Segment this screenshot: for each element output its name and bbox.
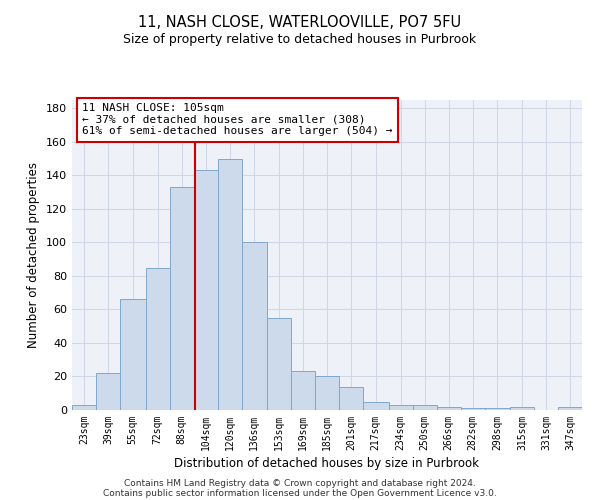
Text: 11 NASH CLOSE: 105sqm
← 37% of detached houses are smaller (308)
61% of semi-det: 11 NASH CLOSE: 105sqm ← 37% of detached … bbox=[82, 103, 392, 136]
Bar bbox=[193, 170, 218, 410]
Text: 11, NASH CLOSE, WATERLOOVILLE, PO7 5FU: 11, NASH CLOSE, WATERLOOVILLE, PO7 5FU bbox=[139, 15, 461, 30]
Bar bbox=[170, 187, 193, 410]
Bar bbox=[241, 242, 267, 410]
Text: Contains HM Land Registry data © Crown copyright and database right 2024.: Contains HM Land Registry data © Crown c… bbox=[124, 478, 476, 488]
X-axis label: Distribution of detached houses by size in Purbrook: Distribution of detached houses by size … bbox=[175, 457, 479, 470]
Bar bbox=[389, 405, 413, 410]
Y-axis label: Number of detached properties: Number of detached properties bbox=[28, 162, 40, 348]
Bar bbox=[72, 405, 96, 410]
Text: Size of property relative to detached houses in Purbrook: Size of property relative to detached ho… bbox=[124, 32, 476, 46]
Bar bbox=[120, 300, 146, 410]
Bar bbox=[339, 386, 363, 410]
Bar bbox=[510, 406, 534, 410]
Bar bbox=[461, 408, 485, 410]
Bar bbox=[315, 376, 339, 410]
Bar bbox=[437, 406, 461, 410]
Bar bbox=[218, 158, 241, 410]
Bar bbox=[363, 402, 389, 410]
Text: Contains public sector information licensed under the Open Government Licence v3: Contains public sector information licen… bbox=[103, 488, 497, 498]
Bar bbox=[413, 405, 437, 410]
Bar bbox=[146, 268, 170, 410]
Bar bbox=[267, 318, 291, 410]
Bar bbox=[96, 373, 120, 410]
Bar bbox=[485, 408, 510, 410]
Bar bbox=[291, 372, 315, 410]
Bar bbox=[558, 406, 582, 410]
